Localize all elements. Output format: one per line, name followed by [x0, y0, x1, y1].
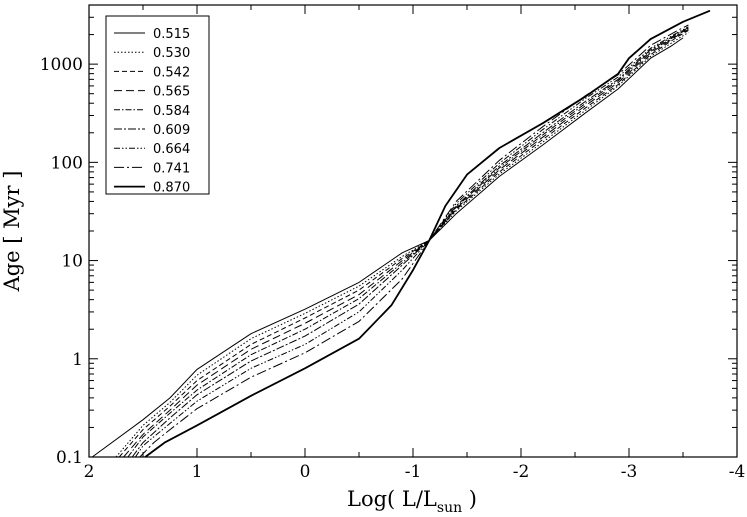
series-line-0.584 — [127, 28, 689, 458]
x-axis-title-main: Log( L/L — [347, 487, 437, 511]
legend-label: 0.741 — [153, 161, 190, 176]
y-axis-title: Age [ Myr ] — [0, 171, 24, 293]
y-tick-label: 1000 — [40, 55, 83, 75]
legend-label: 0.542 — [153, 65, 190, 80]
x-tick-label: 2 — [84, 462, 95, 482]
legend: 0.515 0.530 0.542 0.565 0.584 0.609 0.664 0.741… — [105, 15, 210, 196]
series-layer — [91, 9, 711, 458]
x-tick-label: 1 — [192, 462, 203, 482]
legend-label: 0.870 — [153, 181, 190, 196]
x-tick-label: -1 — [405, 462, 422, 482]
y-tick-label: 1 — [72, 350, 83, 370]
legend-label: 0.565 — [153, 85, 190, 100]
x-axis-title: Log( L/Lsun ) — [347, 487, 477, 516]
series-line-0.530 — [115, 32, 689, 458]
x-tick-label: -4 — [729, 462, 746, 482]
series-line-0.741 — [139, 24, 689, 458]
legend-label: 0.584 — [153, 104, 190, 119]
legend-label: 0.664 — [153, 142, 190, 157]
x-tick-label: -3 — [621, 462, 638, 482]
legend-label: 0.515 — [153, 27, 190, 42]
series-line-0.609 — [131, 27, 689, 458]
x-axis: 2 1 0 -1 -2 -3 -4 — [84, 5, 746, 482]
x-tick-label: 0 — [300, 462, 311, 482]
legend-label: 0.609 — [153, 123, 190, 138]
y-tick-label: 100 — [51, 153, 83, 173]
y-tick-label: 0.1 — [56, 448, 83, 468]
x-axis-title-close: ) — [462, 487, 477, 511]
legend-label: 0.530 — [153, 46, 190, 61]
x-axis-title-subscript: sun — [437, 500, 462, 516]
y-axis: 0.1 1 10 100 1000 — [40, 4, 737, 468]
series-line-0.870 — [144, 9, 711, 458]
series-line-0.542 — [118, 30, 689, 458]
y-tick-label: 10 — [61, 252, 83, 272]
legend-box — [105, 15, 210, 195]
series-line-0.664 — [134, 26, 689, 458]
x-tick-label: -2 — [513, 462, 530, 482]
